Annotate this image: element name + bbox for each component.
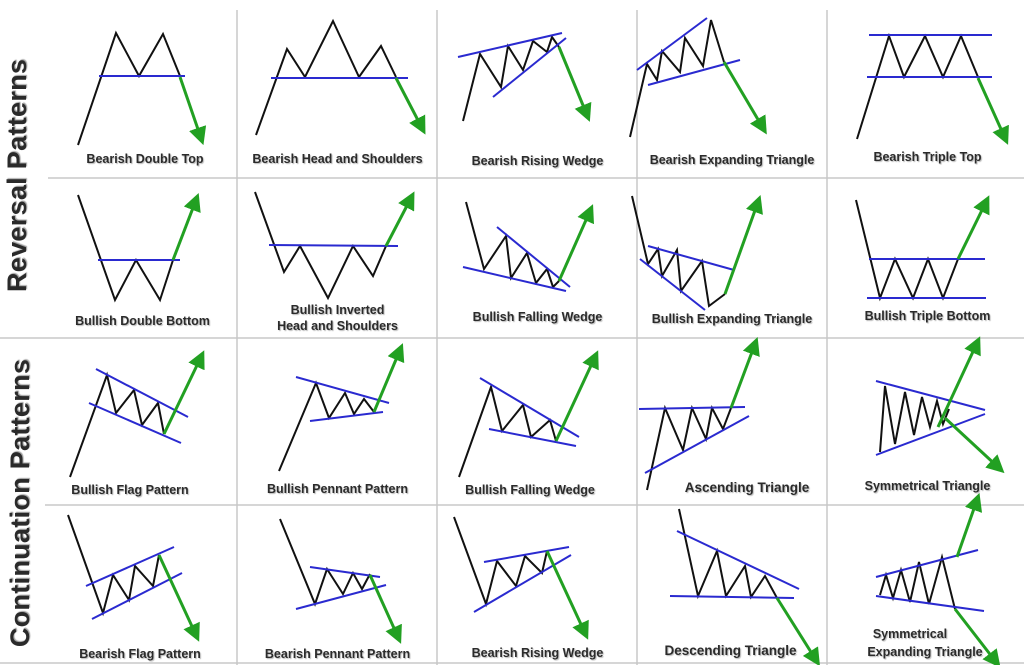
caption-symmetrical-expanding-line1: Symmetrical <box>872 627 948 641</box>
caption-symmetrical-expanding-line2: Expanding Triangle <box>867 645 983 659</box>
caption-bullish-flag: Bullish Flag Pattern <box>71 483 189 497</box>
caption-bearish-rising-wedge: Bearish Rising Wedge <box>471 154 604 168</box>
pattern-symmetrical-expanding-triangle <box>875 492 1001 665</box>
pattern-bearish-rising-wedge <box>457 32 592 122</box>
section-label-reversal: Reversal Patterns <box>2 58 32 292</box>
caption-bearish-pennant: Bearish Pennant Pattern <box>264 647 411 661</box>
pattern-bullish-falling-wedge-continuation <box>458 350 599 478</box>
pattern-bearish-flag <box>67 514 200 642</box>
caption-symmetrical-triangle: Symmetrical Triangle <box>864 479 991 493</box>
caption-bearish-double-top: Bearish Double Top <box>86 152 204 166</box>
caption-bullish-pennant: Bullish Pennant Pattern <box>267 482 408 496</box>
caption-bullish-expanding-triangle: Bullish Expanding Triangle <box>651 312 813 326</box>
pattern-descending-triangle <box>669 508 820 665</box>
pattern-bearish-triple-top <box>856 32 1009 145</box>
caption-bearish-triple-top: Bearish Triple Top <box>873 150 982 164</box>
pattern-bearish-expanding-triangle <box>629 17 767 138</box>
pattern-bullish-triple-bottom <box>855 195 990 302</box>
caption-bullish-double-bottom: Bullish Double Bottom <box>75 314 210 328</box>
pattern-symmetrical-triangle <box>875 336 1005 474</box>
pattern-bullish-flag <box>69 350 205 478</box>
pattern-ascending-triangle <box>638 336 760 491</box>
caption-bullish-falling-wedge: Bullish Falling Wedge <box>472 310 603 324</box>
section-label-continuation: Continuation Patterns <box>5 358 35 648</box>
pattern-bullish-expanding-triangle <box>631 194 763 311</box>
caption-bearish-flag: Bearish Flag Pattern <box>79 647 201 661</box>
pattern-bearish-head-and-shoulders <box>255 18 426 136</box>
pattern-bullish-inverted-head-and-shoulders <box>254 191 415 301</box>
caption-bearish-rising-wedge-continuation: Bearish Rising Wedge <box>471 646 604 660</box>
pattern-bearish-rising-wedge-continuation <box>453 516 589 640</box>
caption-ascending-triangle: Ascending Triangle <box>684 480 810 495</box>
caption-descending-triangle: Descending Triangle <box>664 643 797 658</box>
caption-bearish-head-and-shoulders: Bearish Head and Shoulders <box>252 152 423 166</box>
pattern-bearish-double-top <box>77 30 207 146</box>
caption-bearish-expanding-triangle: Bearish Expanding Triangle <box>649 153 815 167</box>
pattern-bearish-pennant <box>279 518 402 644</box>
grid <box>0 10 1024 665</box>
caption-bullish-inverted-line1: Bullish Inverted <box>290 303 385 317</box>
pattern-bullish-pennant <box>278 343 405 472</box>
pattern-bullish-double-bottom <box>77 192 201 303</box>
caption-bullish-triple-bottom: Bullish Triple Bottom <box>864 309 991 323</box>
caption-bullish-inverted-line2: Head and Shoulders <box>277 319 398 333</box>
caption-bullish-falling-wedge-continuation: Bullish Falling Wedge <box>465 483 595 497</box>
pattern-bullish-falling-wedge <box>462 201 594 292</box>
